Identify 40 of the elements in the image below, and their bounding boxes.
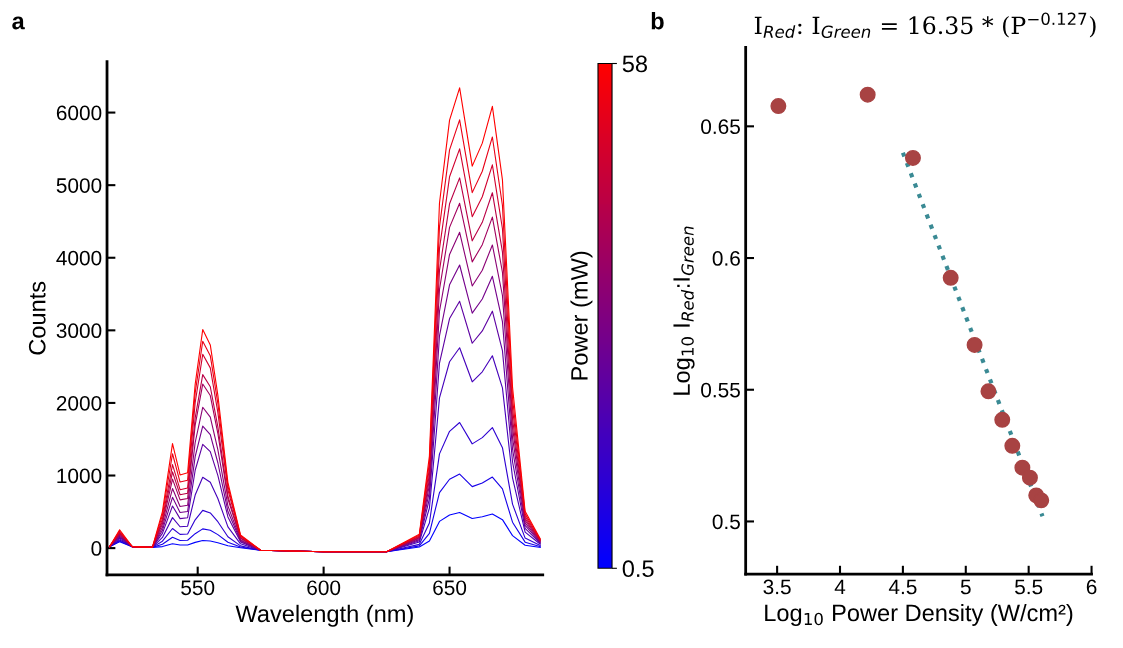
y-tick-label: 4000 [56,250,102,266]
point [859,86,876,103]
y-tick-label: 0 [91,541,102,556]
y-tick-label: 5000 [56,178,102,193]
text: b [651,12,664,30]
y-tick-label: 2000 [56,395,102,411]
point [904,149,921,166]
color-bar-title: Power (mW) [570,251,593,380]
y-tick-label: 1000 [57,468,102,484]
x-tick-label: 650 [433,580,467,596]
x-tick-label: 550 [181,580,215,596]
point [1033,492,1050,509]
x-tick-label: 5.5 [1015,579,1043,595]
point [1004,437,1021,454]
point [966,336,983,353]
point [942,269,959,286]
y-tick-label: 0.6 [712,251,740,266]
y-tick-label: 6000 [56,105,102,121]
y-tick-label: 3000 [56,323,102,339]
text: a [12,16,25,30]
point [994,411,1011,428]
point [770,98,787,115]
x-tick-label: 4 [834,579,846,595]
point [980,383,997,400]
y-tick-label: 0.65 [701,119,740,135]
color-bar-label: 0.5 [622,560,654,578]
point [1021,469,1038,486]
x-tick-label: 5 [960,579,971,595]
color-bar-label: 58 [622,55,647,73]
x-tick-label: 600 [307,580,341,596]
x-tick-label: 3.5 [763,579,791,595]
y-axis-title: Log$_{10}$ I$_{Red}$:I$_{Green}$ [673,226,695,395]
x-axis-title: Wavelength (nm) [235,604,413,627]
x-axis-title: Log$_{10}$ Power Density (W/cm²) [765,603,1073,626]
y-axis-title: Counts [28,281,46,355]
y-tick-label: 0.5 [712,514,740,530]
y-tick-label: 0.55 [701,382,740,398]
x-tick-label: 4.5 [888,579,917,595]
chart-title: I$_{Red}$: I$_{Green}$ = 16.35 * (P$^{−0.127}$) [754,12,1096,38]
x-tick-label: 6 [1086,579,1097,595]
